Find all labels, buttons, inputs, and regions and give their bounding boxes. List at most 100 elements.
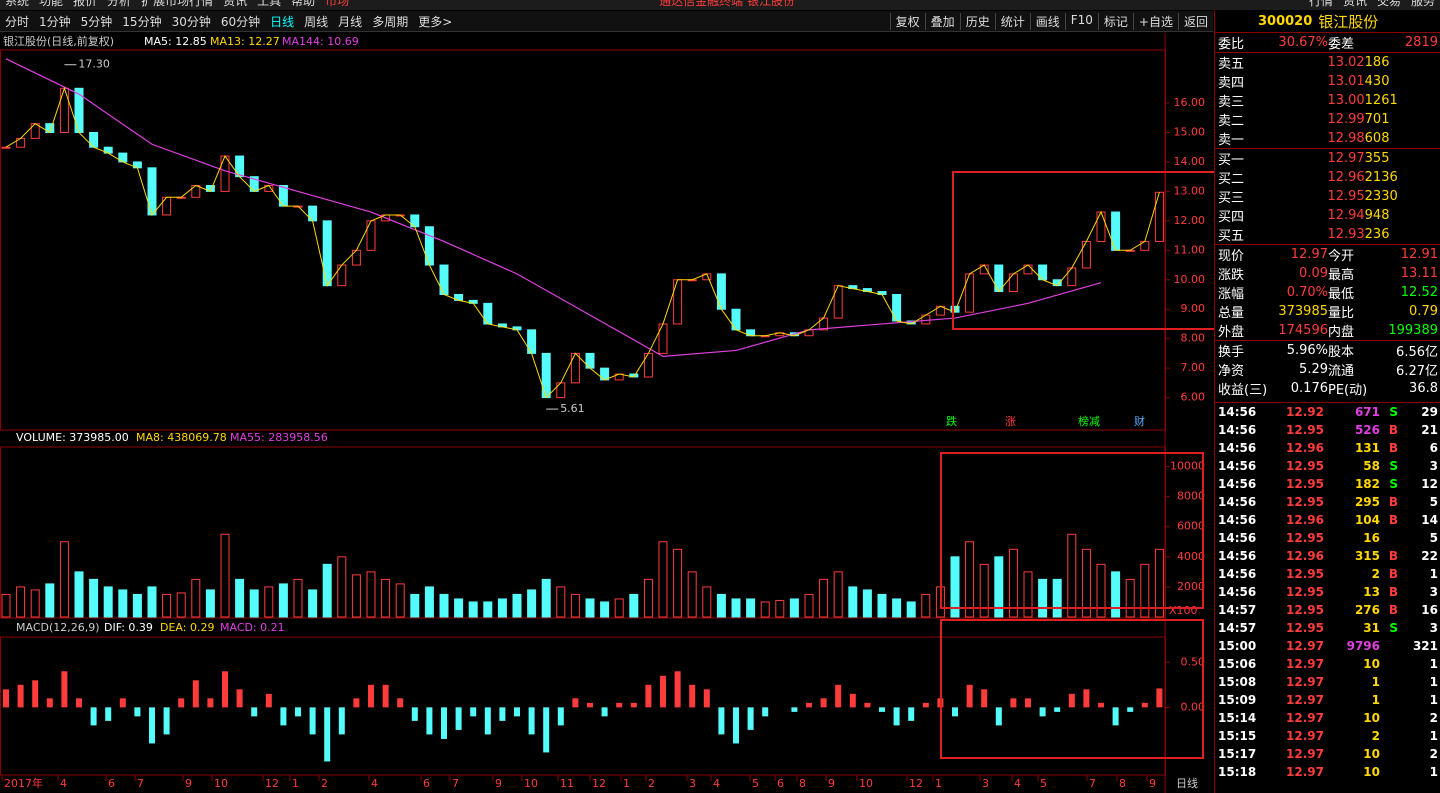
macd-bar [835, 684, 842, 708]
highlight-box [952, 171, 1214, 330]
period[interactable]: 60分钟 [220, 14, 261, 29]
period[interactable]: 5分钟 [80, 14, 113, 29]
quote-cell: PE(动) [1328, 383, 1368, 398]
quote-cell: 卖二 [1218, 114, 1245, 129]
quote-row: 买四 12.94 948 [1215, 206, 1440, 225]
trade-cell: 6 [1429, 441, 1438, 455]
tool[interactable]: +自选 [1132, 12, 1178, 30]
quote-panel: 300020 银江股份 委比 30.67% 委差 2819 卖五 13.02 186 卖四 13.0… [1214, 10, 1440, 793]
trade-cell: 1 [1429, 729, 1438, 743]
tool[interactable]: 标记 [1097, 12, 1133, 30]
macd-bar [908, 707, 915, 721]
trade-cell: 14:56 [1218, 513, 1257, 527]
macd-bar [528, 707, 535, 735]
tool[interactable]: 复权 [889, 12, 925, 30]
period[interactable]: 多周期 [372, 14, 409, 29]
y-tick-label: 13.00 [1174, 184, 1206, 197]
volume-bar [746, 598, 756, 618]
period[interactable]: 30分钟 [171, 14, 211, 29]
period[interactable]: 1分钟 [39, 14, 71, 29]
volume-bar [775, 599, 785, 618]
menu-item[interactable]: 工具 [257, 0, 282, 8]
macd-bar [397, 698, 404, 708]
trade-cell: 1 [1429, 657, 1438, 671]
low-label: 5.61 [560, 402, 585, 415]
y-tick-label: 4000 [1177, 550, 1205, 563]
tool[interactable]: 统计 [994, 12, 1030, 30]
tool[interactable]: 历史 [959, 12, 995, 30]
trade-cell: 15:17 [1218, 747, 1257, 761]
menu-item[interactable]: 功能 [39, 0, 64, 8]
trade-cell: 21 [1421, 423, 1438, 437]
menu-item[interactable]: 报价 [73, 0, 98, 8]
x-tick-label: 2 [648, 777, 655, 790]
candle [220, 155, 230, 192]
tool[interactable]: F10 [1064, 12, 1098, 30]
quote-row: 买一 12.97 355 [1215, 148, 1440, 168]
trade-cell: 14:56 [1218, 477, 1257, 491]
trade-cell: 10 [1363, 711, 1380, 725]
tool[interactable]: 画线 [1029, 12, 1065, 30]
menu-item[interactable]: 分析 [107, 0, 132, 8]
macd-bar [134, 707, 141, 717]
tool[interactable]: 返回 [1177, 12, 1213, 30]
trade-cell: 29 [1421, 405, 1438, 419]
volume-bar [1081, 548, 1091, 618]
quote-cell: 5.96% [1286, 343, 1328, 358]
menu-right-item[interactable]: 行情 [1308, 0, 1333, 8]
quote-cell: 买一 [1218, 153, 1245, 168]
trade-cell: 2 [1371, 729, 1380, 743]
trade-cell: 16 [1421, 603, 1438, 617]
x-tick-label: 7 [137, 777, 144, 790]
quote-cell: 最高 [1328, 268, 1355, 283]
quote-cell: 卖三 [1218, 95, 1245, 110]
menu-item[interactable]: 帮助 [291, 0, 316, 8]
menu-item[interactable]: 资讯 [223, 0, 248, 8]
x-tick-label: 2 [321, 777, 328, 790]
trade-cell: 15:18 [1218, 765, 1257, 779]
market-tab[interactable]: 市场 [325, 0, 350, 8]
menu-item[interactable]: 系统 [5, 0, 30, 8]
quote-cell: 186 [1364, 55, 1390, 70]
menu-right-item[interactable]: 服务 [1410, 0, 1435, 8]
trade-cell: 12.97 [1286, 711, 1324, 725]
macd-bar [893, 707, 900, 726]
macd-bar [484, 707, 491, 735]
tool[interactable]: 叠加 [924, 12, 960, 30]
volume-bar [264, 586, 274, 618]
trade-cell: 1 [1371, 675, 1380, 689]
period[interactable]: 15分钟 [122, 14, 162, 29]
quote-cell: 12.94 [1327, 208, 1365, 223]
volume-bar [220, 533, 230, 618]
period[interactable]: 更多> [418, 14, 453, 29]
volume-bar [789, 598, 799, 618]
quote-cell: 2819 [1404, 35, 1438, 50]
trade-cell: 2 [1429, 747, 1438, 761]
x-tick-label: 9 [185, 777, 192, 790]
window-title: 通达信金融终端 银江股份 [659, 0, 795, 8]
macd-bar [966, 684, 973, 708]
macd-bar [207, 698, 214, 708]
quote-cell: 涨幅 [1218, 287, 1245, 302]
period[interactable]: 日线 [270, 14, 295, 29]
period[interactable]: 周线 [304, 14, 329, 29]
volume-bar [979, 563, 989, 618]
quote-cell: 0.09 [1299, 266, 1328, 281]
macd-label: DEA: 0.29 [160, 621, 214, 634]
menu-right-item[interactable]: 交易 [1376, 0, 1401, 8]
period[interactable]: 分时 [5, 14, 30, 29]
menu-item[interactable]: 扩展市场行情 [141, 0, 214, 8]
x-tick-label: 8 [799, 777, 806, 790]
volume-bar [600, 601, 610, 618]
y-tick-label: 10.00 [1174, 273, 1206, 286]
menu-right-item[interactable]: 资讯 [1342, 0, 1367, 8]
trade-cell: 12.95 [1286, 477, 1324, 491]
period[interactable]: 月线 [338, 14, 363, 29]
volume-bar [16, 586, 26, 618]
x-tick-label: 10 [524, 777, 538, 790]
volume-bar [1096, 563, 1106, 618]
trade-cell: B [1388, 423, 1398, 437]
volume-bar [1052, 578, 1062, 618]
quote-cell: 总量 [1218, 306, 1245, 321]
volume-bar [862, 589, 872, 618]
